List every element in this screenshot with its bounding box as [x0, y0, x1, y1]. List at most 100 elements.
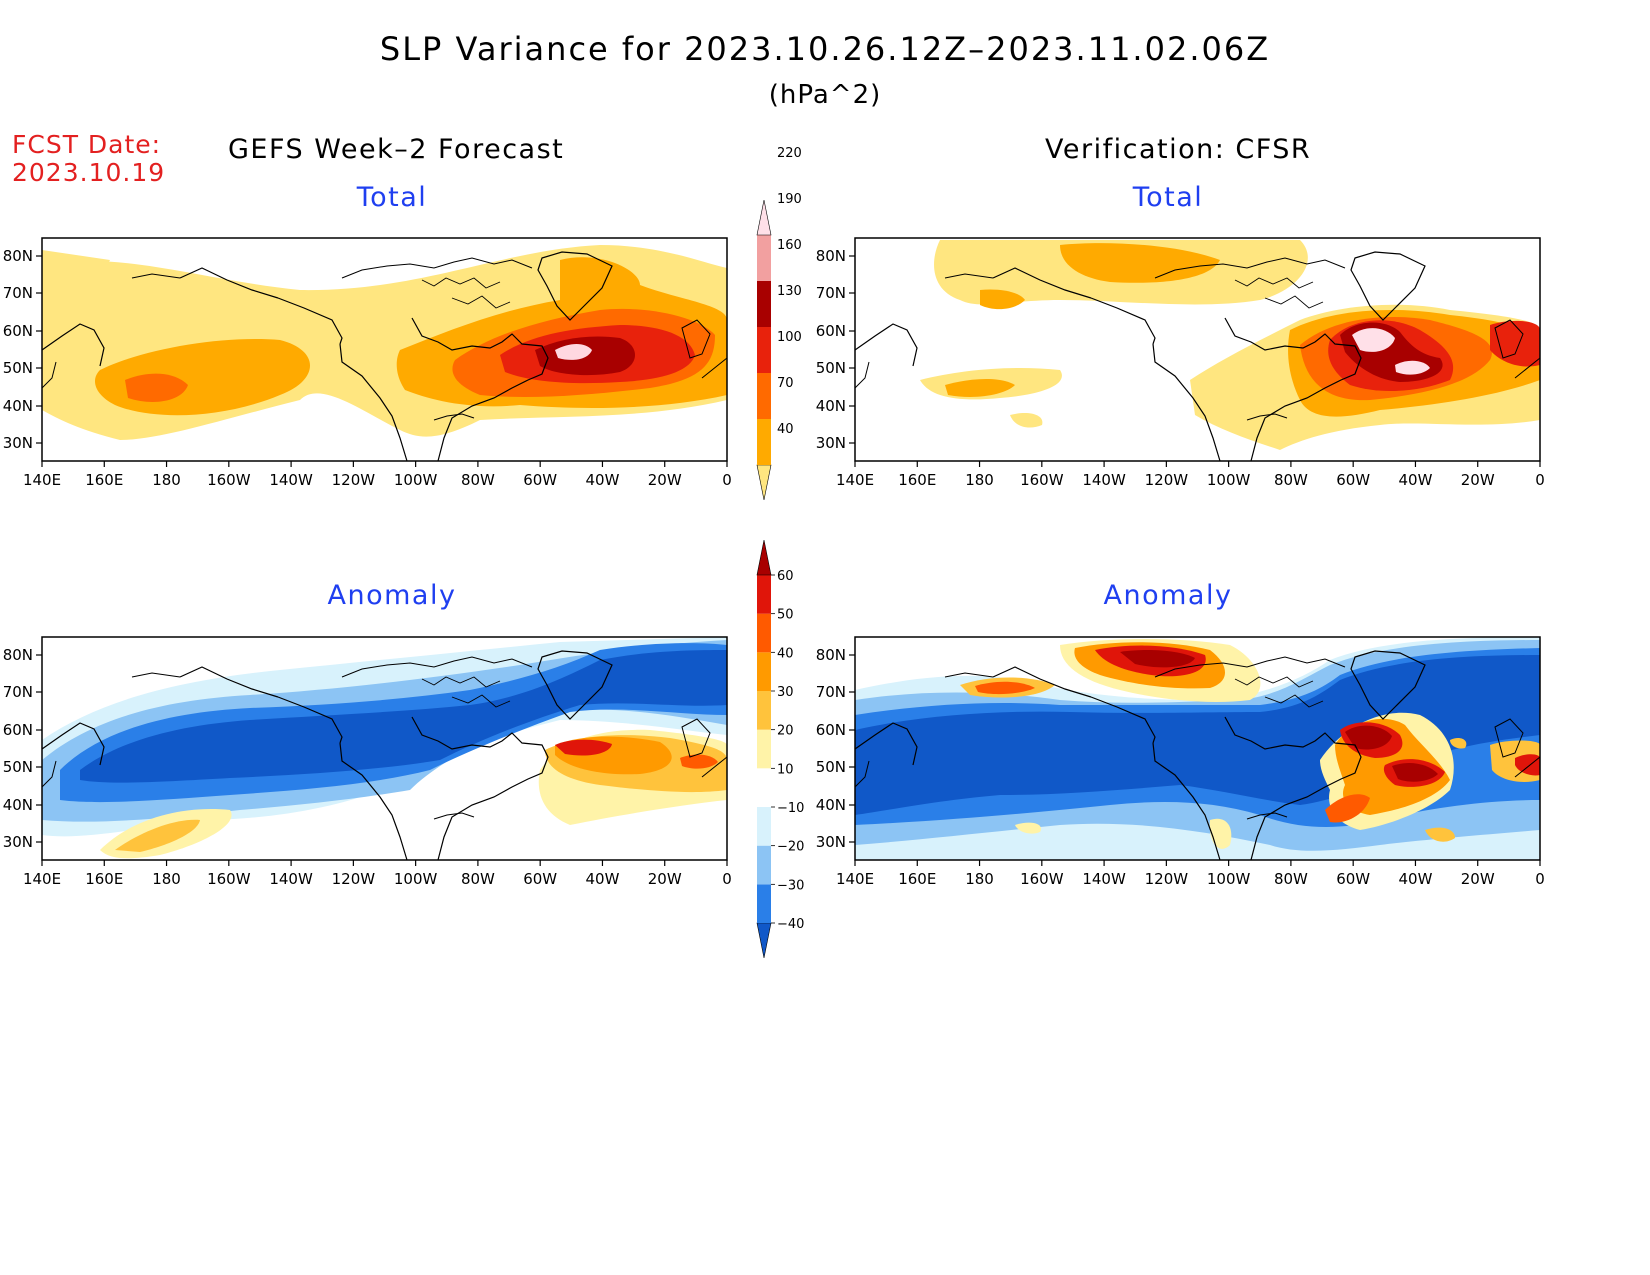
colorbar-label: −30 — [777, 878, 804, 893]
lon-label: 0 — [1535, 471, 1545, 489]
panel-title-forecast-anomaly: Anomaly — [327, 580, 457, 611]
colorbar-swatch — [757, 235, 771, 281]
lon-label: 80W — [461, 870, 495, 888]
lon-label: 20W — [648, 870, 682, 888]
lon-label: 140W — [1082, 870, 1126, 888]
lon-label: 160W — [207, 870, 251, 888]
lat-label: 70N — [3, 284, 33, 302]
colorbar-label: 50 — [777, 608, 794, 623]
colorbar-swatch — [757, 419, 771, 465]
lon-label: 140W — [269, 870, 313, 888]
lon-label: 60W — [1336, 870, 1370, 888]
lon-label: 180 — [965, 471, 994, 489]
lon-label: 80W — [461, 471, 495, 489]
lon-label: 20W — [1461, 870, 1495, 888]
lat-label: 60N — [3, 721, 33, 739]
lat-label: 70N — [3, 683, 33, 701]
colorbar-swatch — [757, 373, 771, 419]
map-forecast-anomaly — [42, 637, 727, 860]
colorbar-swatch — [757, 729, 771, 769]
colorbar-label: 190 — [777, 192, 802, 207]
colorbar-label: 60 — [777, 569, 794, 584]
lon-label: 100W — [1207, 471, 1251, 489]
lat-label: 50N — [816, 359, 846, 377]
colorbar-label: 20 — [777, 724, 794, 739]
fcst-date-label: FCST Date: — [12, 130, 162, 159]
lon-label: 140E — [836, 471, 874, 489]
colorbar-swatch — [757, 691, 771, 730]
lon-label: 160E — [85, 471, 123, 489]
lon-label: 140E — [23, 870, 61, 888]
colorbar-swatch — [757, 884, 771, 923]
lat-label: 30N — [3, 833, 33, 851]
lon-label: 20W — [1461, 471, 1495, 489]
colorbar-swatch — [757, 652, 771, 691]
lon-label: 140E — [23, 471, 61, 489]
colorbar-swatch — [757, 807, 771, 846]
lon-label: 160W — [1020, 471, 1064, 489]
lat-label: 50N — [816, 758, 846, 776]
lat-label: 30N — [3, 434, 33, 452]
axis-labels: 80N 70N 60N 50N 40N 30N 140E 160E 180 160W 140W 120… — [3, 247, 1545, 888]
lon-label: 0 — [722, 870, 732, 888]
lon-label: 120W — [1145, 471, 1189, 489]
lon-label: 40W — [585, 870, 619, 888]
lat-label: 70N — [816, 284, 846, 302]
lon-label: 100W — [394, 471, 438, 489]
map-verification-anomaly — [855, 637, 1540, 860]
lon-label: 160W — [207, 471, 251, 489]
lat-label: 50N — [3, 359, 33, 377]
lat-label: 60N — [3, 322, 33, 340]
lon-label: 20W — [648, 471, 682, 489]
lat-label: 80N — [3, 247, 33, 265]
lon-label: 180 — [152, 471, 181, 489]
colorbar-label: 70 — [777, 376, 794, 391]
colorbar-label: −40 — [777, 917, 804, 932]
lon-label: 120W — [1145, 870, 1189, 888]
panel-title-verification-total: Total — [1132, 182, 1204, 213]
colorbar-total: 40 70 100 130 160 190 220 — [756, 146, 802, 501]
lon-label: 180 — [965, 870, 994, 888]
lon-label: 80W — [1274, 471, 1308, 489]
colorbar-swatch — [756, 539, 772, 576]
colorbar-label: 130 — [777, 284, 802, 299]
lon-label: 60W — [1336, 471, 1370, 489]
lon-label: 140W — [1082, 471, 1126, 489]
lon-label: 60W — [523, 870, 557, 888]
colorbar-swatch — [757, 768, 771, 807]
lat-label: 40N — [816, 796, 846, 814]
lon-label: 40W — [1398, 471, 1432, 489]
lon-label: 0 — [722, 471, 732, 489]
colorbar-label: 220 — [777, 146, 802, 161]
colorbar-label: −20 — [777, 840, 804, 855]
colorbar-swatch — [757, 613, 771, 653]
forecast-header: GEFS Week–2 Forecast — [228, 134, 565, 165]
map-forecast-total — [42, 238, 727, 461]
colorbar-label: −10 — [777, 801, 804, 816]
colorbar-swatch — [756, 922, 772, 959]
colorbar-label: 160 — [777, 238, 802, 253]
lon-label: 160E — [898, 471, 936, 489]
map-verification-total — [855, 238, 1540, 461]
colorbar-swatch — [756, 464, 772, 501]
lat-label: 80N — [3, 646, 33, 664]
colorbar-label: 40 — [777, 646, 794, 661]
figure-title: SLP Variance for 2023.10.26.12Z–2023.11.… — [379, 30, 1271, 68]
colorbar-swatch — [757, 281, 771, 327]
lat-label: 40N — [816, 397, 846, 415]
lat-label: 30N — [816, 434, 846, 452]
lon-label: 40W — [1398, 870, 1432, 888]
colorbar-swatch — [756, 199, 772, 236]
lat-label: 80N — [816, 247, 846, 265]
lat-label: 30N — [816, 833, 846, 851]
lat-label: 40N — [3, 397, 33, 415]
lon-label: 60W — [523, 471, 557, 489]
lon-label: 160E — [85, 870, 123, 888]
colorbar-anomaly: −40 −30 −20 −10 10 20 30 40 50 60 — [756, 539, 804, 959]
lon-label: 100W — [394, 870, 438, 888]
units-label: (hPa^2) — [768, 80, 882, 110]
lon-label: 100W — [1207, 870, 1251, 888]
colorbar-swatch — [757, 327, 771, 373]
colorbar-label: 30 — [777, 685, 794, 700]
